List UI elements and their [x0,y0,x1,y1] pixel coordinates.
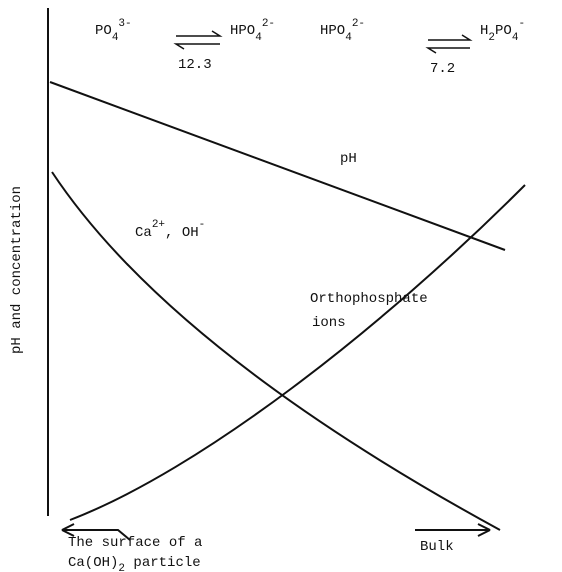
text-part: 4 [512,32,519,44]
species: HPO42- [320,18,365,44]
text-part: 3- [118,18,131,30]
text-part: - [199,219,206,231]
equilibrium-arrows [173,30,223,50]
y-axis-label: pH and concentration [9,186,25,354]
text-part: H [480,23,488,39]
text-part: , OH [165,225,199,241]
text-part: 2+ [152,219,165,231]
bottom-label: Ca(OH)2 particle [68,555,201,572]
text-part: HPO [320,23,345,39]
pka: 12.3 [178,57,212,73]
calcium-curve [51,171,501,531]
species: PO4 3- [95,18,132,44]
curve-label: Orthophosphate [310,291,428,307]
arrow-left [61,523,131,541]
orthophosphate-curve [69,184,526,521]
text-part: 2 [488,32,495,44]
text-part: 4 [255,32,262,44]
curve-label: Ca2+, OH- [135,219,205,241]
ph-curve [49,81,506,251]
text-part: Ca(OH) [68,555,118,571]
bottom-label: Bulk [420,539,454,555]
text-part: 2- [352,18,365,30]
equilibrium-arrows [425,34,473,54]
text-part: PO [495,23,512,39]
text-part: PO [95,23,112,39]
curve-label: ions [312,315,346,331]
text-part: particle [125,555,201,571]
text-part: 4 [345,32,352,44]
pka: 7.2 [430,61,455,77]
arrow-right [415,523,491,537]
text-part: - [518,18,525,30]
text-part: HPO [230,23,255,39]
bottom-label: The surface of a [68,535,202,551]
species: HPO42- [230,18,275,44]
text-part: 2- [262,18,275,30]
text-part: 2 [118,563,125,572]
text-part: 4 [112,32,119,44]
text-part: Ca [135,225,152,241]
curve-label: pH [340,151,357,167]
species: H2PO4 - [480,18,525,44]
